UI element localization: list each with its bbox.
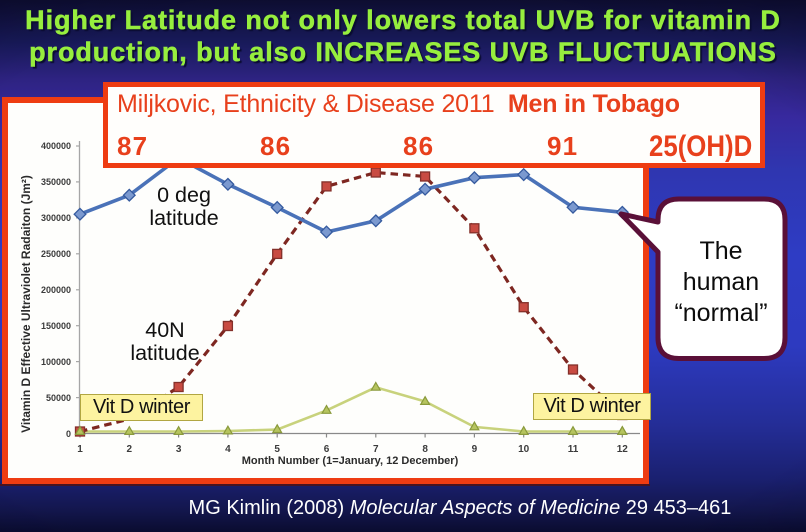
svg-text:100000: 100000 [41, 357, 71, 367]
svg-text:10: 10 [518, 444, 530, 455]
svg-text:Vitamin D Effective Ultraviole: Vitamin D Effective Ultraviolet Radaiton… [19, 175, 33, 433]
svg-text:150000: 150000 [41, 321, 71, 331]
svg-text:300000: 300000 [41, 213, 71, 223]
svg-text:400000: 400000 [41, 141, 71, 151]
svg-text:4: 4 [225, 444, 231, 455]
svg-text:250000: 250000 [41, 249, 71, 259]
svg-text:1: 1 [77, 444, 83, 455]
svg-text:7: 7 [373, 444, 379, 455]
svg-text:50000: 50000 [46, 393, 71, 403]
svg-text:5: 5 [274, 444, 280, 455]
svg-text:12: 12 [617, 444, 629, 455]
svg-text:11: 11 [568, 444, 579, 455]
svg-text:9: 9 [472, 444, 478, 455]
svg-text:0: 0 [66, 429, 71, 439]
svg-text:350000: 350000 [41, 177, 71, 187]
svg-text:3: 3 [176, 444, 182, 455]
svg-text:2: 2 [127, 444, 133, 455]
svg-text:8: 8 [422, 444, 428, 455]
svg-text:200000: 200000 [41, 285, 71, 295]
svg-text:Month Number (1=January, 12 De: Month Number (1=January, 12 December) [242, 455, 459, 467]
svg-text:6: 6 [324, 444, 330, 455]
